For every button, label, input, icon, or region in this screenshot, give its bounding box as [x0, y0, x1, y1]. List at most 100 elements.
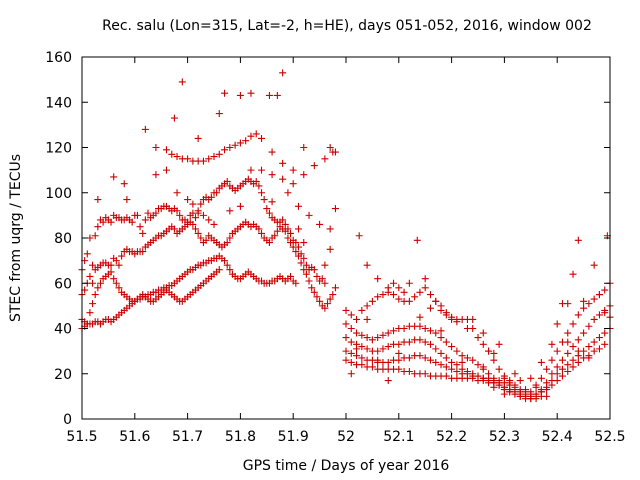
data-point: [511, 388, 519, 396]
data-point: [553, 363, 561, 371]
data-point: [442, 363, 450, 371]
data-point: [437, 361, 445, 369]
data-point: [474, 334, 482, 342]
data-point: [379, 345, 387, 353]
data-point: [326, 144, 334, 151]
data-point: [268, 171, 276, 179]
y-tick-label: 140: [45, 95, 72, 111]
data-point: [226, 144, 234, 151]
data-point: [448, 358, 456, 366]
data-point: [300, 254, 308, 262]
data-point: [199, 157, 207, 165]
data-point: [569, 270, 577, 278]
data-point: [112, 257, 120, 265]
data-point: [89, 300, 97, 308]
data-point: [91, 232, 99, 240]
data-point: [553, 377, 561, 385]
data-point: [152, 144, 160, 151]
data-point: [316, 297, 324, 305]
data-point: [590, 347, 598, 355]
data-point: [564, 338, 572, 346]
data-point: [170, 225, 178, 233]
data-point: [543, 392, 551, 400]
data-point: [543, 365, 551, 373]
data-point: [347, 370, 355, 378]
data-point: [516, 390, 524, 398]
data-point: [310, 162, 318, 170]
data-point: [258, 134, 266, 142]
data-point: [284, 189, 292, 197]
data-point: [595, 345, 603, 353]
data-point: [353, 345, 361, 353]
data-point: [358, 343, 366, 351]
data-point: [194, 229, 202, 237]
data-point: [258, 189, 266, 197]
data-point: [268, 198, 276, 206]
data-points: [78, 69, 614, 403]
data-point: [294, 252, 302, 260]
data-point: [390, 327, 398, 335]
data-point: [342, 356, 350, 364]
data-point: [395, 365, 403, 373]
data-point: [569, 356, 577, 364]
data-point: [355, 232, 363, 240]
data-point: [363, 315, 371, 323]
data-point: [236, 139, 244, 147]
data-point: [585, 300, 593, 308]
y-tick-label: 20: [54, 367, 72, 383]
data-point: [189, 200, 197, 208]
data-point: [279, 175, 287, 183]
y-axis: 0 20 40 60 80 100 120 140 160: [45, 50, 610, 428]
data-point: [485, 347, 493, 355]
data-point: [416, 313, 424, 321]
data-point: [479, 329, 487, 337]
data-point: [358, 361, 366, 369]
data-point: [421, 325, 429, 332]
data-point: [374, 347, 382, 355]
data-point: [316, 220, 324, 228]
data-point: [564, 300, 572, 308]
y-tick-label: 80: [54, 231, 72, 247]
x-tick-label: 52.5: [594, 429, 625, 445]
data-point: [448, 313, 456, 321]
data-point: [374, 334, 382, 342]
data-point: [363, 261, 371, 269]
y-tick-label: 100: [45, 186, 72, 202]
data-point: [199, 211, 207, 219]
data-point: [564, 361, 572, 369]
data-point: [564, 367, 572, 375]
data-point: [99, 218, 107, 226]
data-point: [558, 365, 566, 373]
data-point: [236, 202, 244, 210]
data-point: [263, 205, 271, 213]
data-point: [305, 211, 313, 219]
data-point: [231, 141, 239, 149]
data-point: [453, 347, 461, 355]
data-point: [342, 306, 350, 314]
data-point: [184, 155, 192, 163]
data-point: [395, 356, 403, 364]
data-point: [258, 229, 266, 237]
data-point: [500, 383, 508, 391]
x-tick-label: 52: [337, 429, 355, 445]
data-point: [374, 293, 382, 301]
data-point: [426, 304, 434, 312]
data-point: [553, 320, 561, 328]
data-point: [511, 370, 519, 378]
data-point: [268, 148, 276, 156]
chart-title: Rec. salu (Lon=315, Lat=-2, h=HE), days …: [102, 18, 592, 34]
data-point: [289, 243, 297, 251]
data-point: [363, 334, 371, 342]
data-point: [553, 347, 561, 355]
x-tick-label: 52.1: [383, 429, 414, 445]
data-point: [413, 236, 421, 244]
data-point: [91, 291, 99, 299]
data-point: [205, 216, 213, 224]
y-tick-label: 60: [54, 276, 72, 292]
data-point: [136, 223, 144, 231]
data-point: [194, 134, 202, 142]
data-point: [574, 336, 582, 344]
data-point: [115, 284, 123, 292]
data-point: [236, 91, 244, 99]
data-point: [107, 268, 115, 276]
